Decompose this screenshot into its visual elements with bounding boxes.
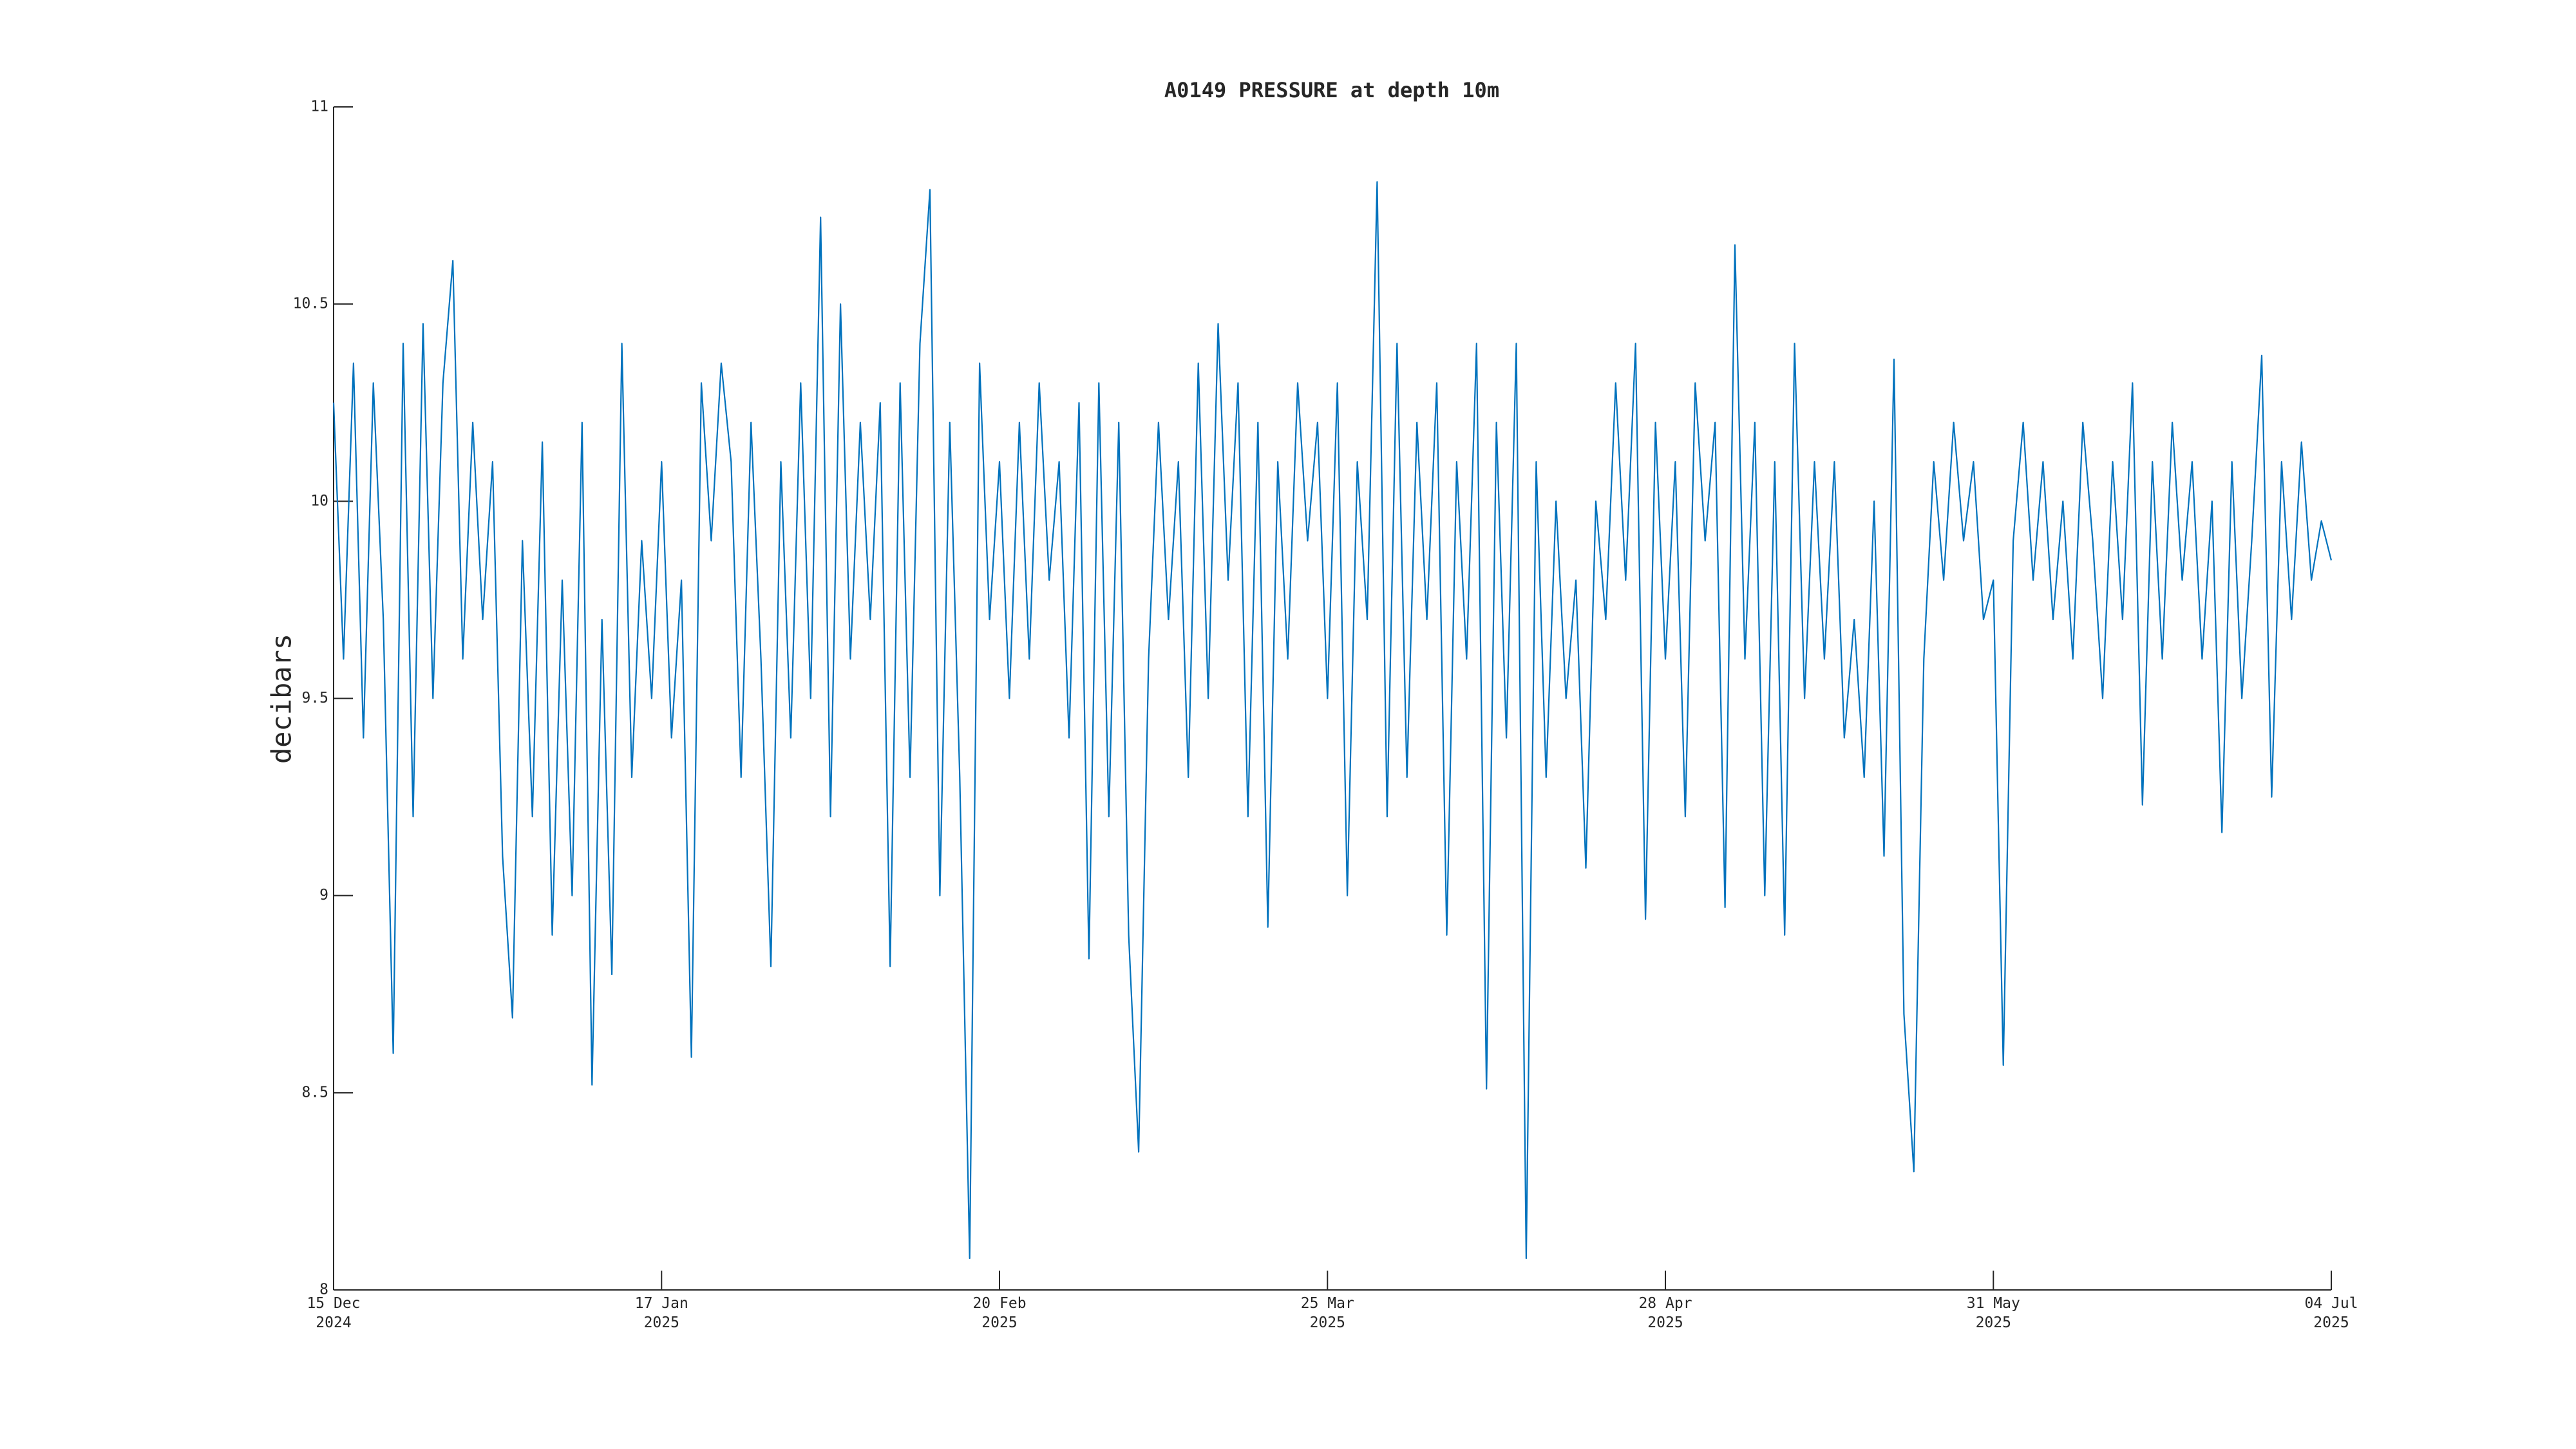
y-tick-label: 8.5 <box>301 1084 328 1101</box>
x-tick-label: 20 Feb 2025 <box>972 1295 1027 1331</box>
x-tick-label: 28 Apr 2025 <box>1638 1295 1692 1331</box>
x-tick-label: 04 Jul 2025 <box>2304 1295 2358 1331</box>
x-tick-label: 25 Mar 2025 <box>1300 1295 1354 1331</box>
y-tick-label: 9.5 <box>301 690 328 706</box>
data-line <box>332 181 2333 1260</box>
x-tick-label: 15 Dec 2024 <box>307 1295 361 1331</box>
y-tick-label: 10 <box>310 493 328 509</box>
y-tick-label: 10.5 <box>293 296 328 312</box>
x-tick-label: 17 Jan 2025 <box>634 1295 688 1331</box>
y-tick-label: 9 <box>319 887 328 904</box>
y-tick-label: 8 <box>319 1282 328 1298</box>
x-tick-label: 31 May 2025 <box>1966 1295 2020 1331</box>
y-tick-label: 11 <box>310 99 328 115</box>
y-axis-label: decibars <box>266 634 298 764</box>
chart-title: A0149 PRESSURE at depth 10m <box>1164 78 1499 102</box>
